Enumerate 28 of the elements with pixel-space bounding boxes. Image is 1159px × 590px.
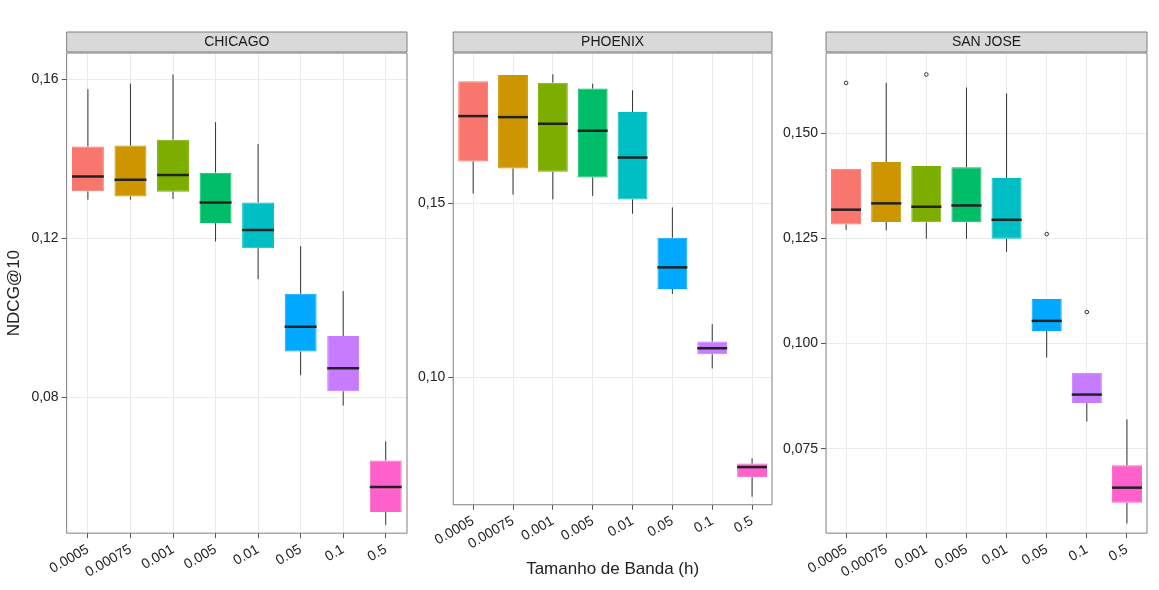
y-axis-title: NDCG@10 xyxy=(3,249,23,337)
y-tick-label: 0,075 xyxy=(782,439,819,456)
x-tick-label: 0.05 xyxy=(272,540,305,568)
x-tick-label: 0.001 xyxy=(891,540,930,572)
chart-title: PHOENIX xyxy=(581,32,645,49)
x-tick-label: 0.05 xyxy=(644,512,677,540)
x-tick-label: 0.01 xyxy=(604,512,637,540)
y-tick-label: 0,10 xyxy=(418,368,446,385)
y-tick-label: 0,08 xyxy=(31,388,59,405)
x-tick-label: 0.001 xyxy=(138,540,177,572)
x-tick-label: 0.5 xyxy=(730,512,756,536)
x-tick-label: 0.01 xyxy=(229,540,262,568)
y-tick-label: 0,12 xyxy=(31,229,59,246)
y-tick-label: 0,150 xyxy=(782,123,819,140)
x-tick-label: 0.1 xyxy=(1065,540,1091,565)
x-tick-label: 0.01 xyxy=(978,540,1011,568)
x-axis-title: Tamanho de Banda (h) xyxy=(526,559,700,579)
x-tick-label: 0.05 xyxy=(1018,540,1051,568)
chart-title: SAN JOSE xyxy=(951,32,1022,49)
y-tick-label: 0,16 xyxy=(31,70,59,87)
y-tick-label: 0,15 xyxy=(418,194,446,211)
y-tick-label: 0,100 xyxy=(782,334,819,351)
x-tick-label: 0.5 xyxy=(364,540,390,565)
x-tick-label: 0.1 xyxy=(321,540,347,565)
chart-title: CHICAGO xyxy=(204,32,270,49)
x-tick-label: 0.1 xyxy=(690,512,716,536)
x-tick-label: 0.5 xyxy=(1105,540,1131,565)
y-tick-label: 0,125 xyxy=(782,229,819,246)
